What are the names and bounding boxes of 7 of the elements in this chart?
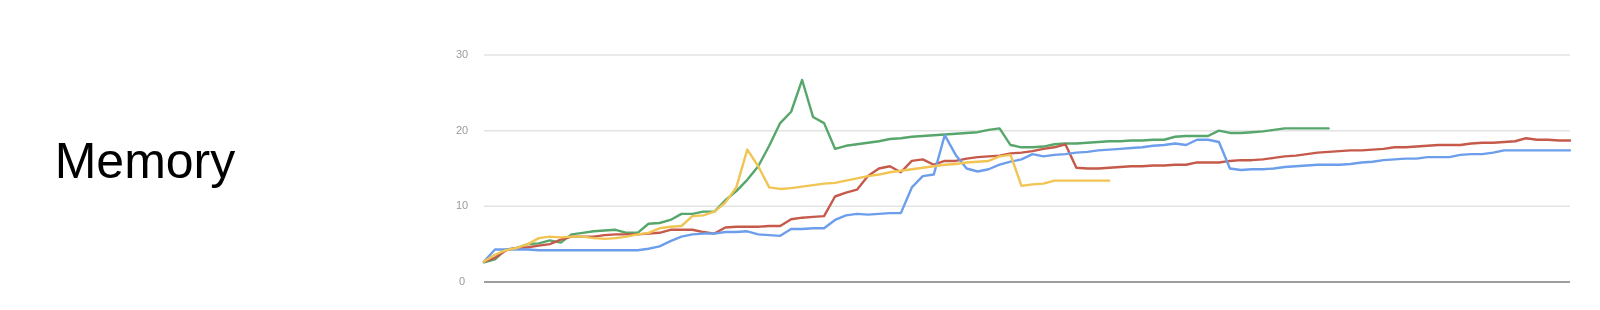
line-series (482, 78, 1330, 264)
y-tick-label: 20 (455, 123, 469, 136)
line-series (482, 148, 1111, 263)
text: Memory (54, 133, 236, 190)
y-tick-label: 10 (455, 199, 469, 212)
y-tick-label: 0 (458, 274, 466, 287)
y-tick-label: 30 (455, 47, 469, 60)
